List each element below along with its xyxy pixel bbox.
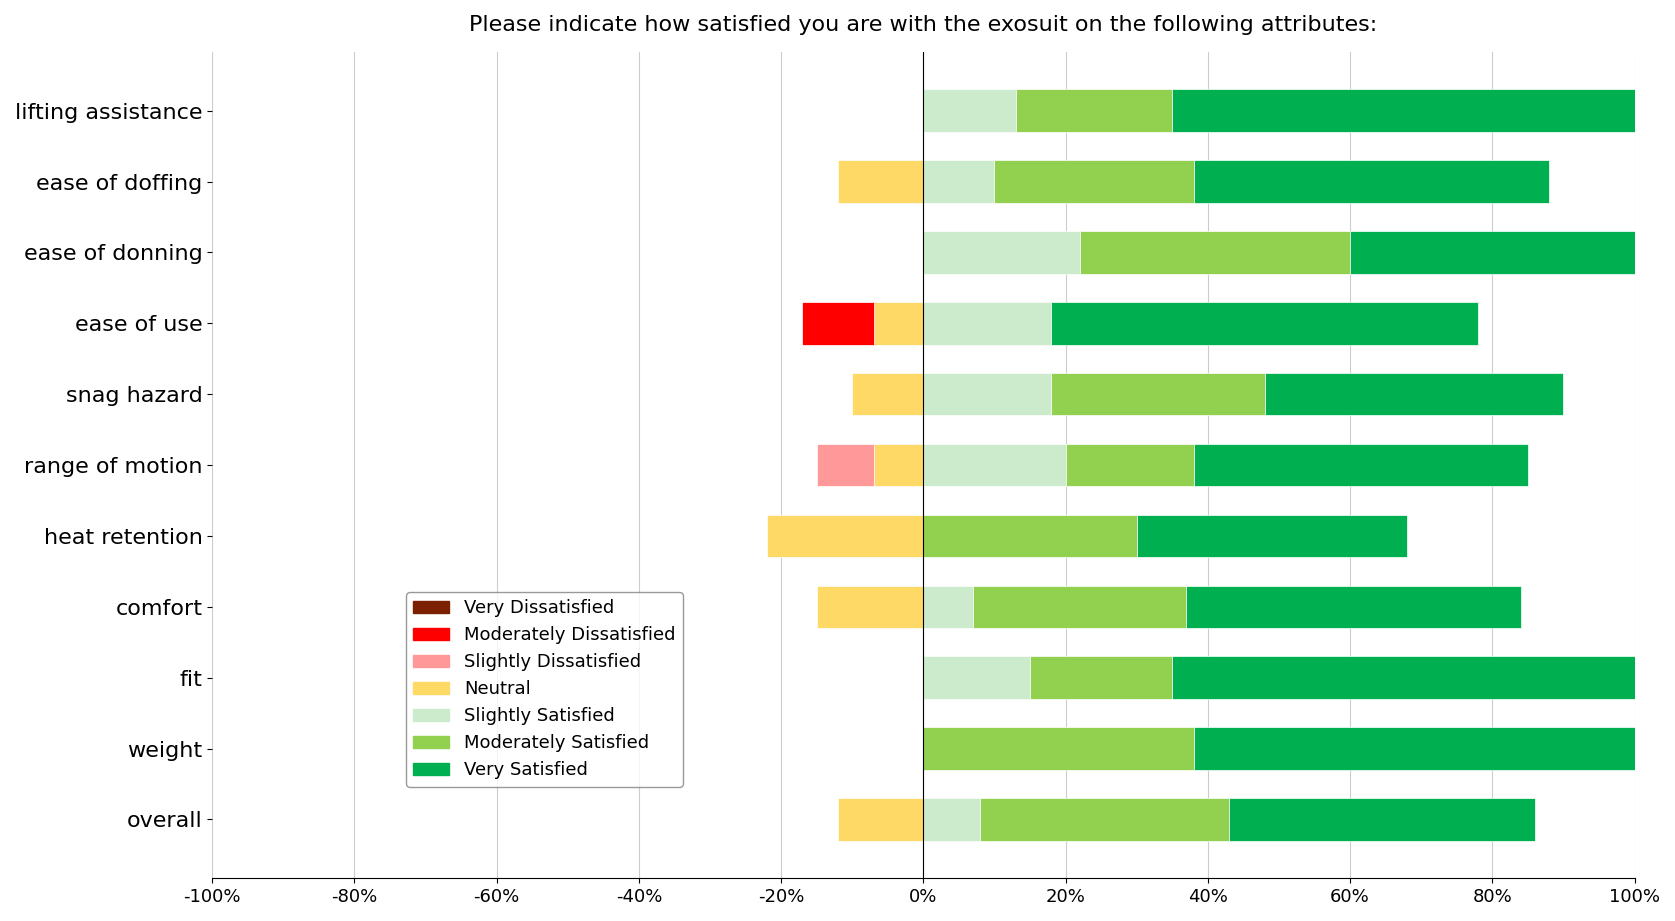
Bar [1065, 444, 1194, 486]
Bar [923, 444, 1065, 486]
Bar [817, 444, 874, 486]
Bar [973, 586, 1186, 628]
Bar [1030, 657, 1172, 699]
Bar [767, 515, 923, 557]
Bar [923, 160, 995, 203]
Bar [923, 799, 980, 841]
Bar [1015, 89, 1172, 132]
Title: Please indicate how satisfied you are with the exosuit on the following attribut: Please indicate how satisfied you are wi… [469, 15, 1377, 35]
Bar [1172, 657, 1635, 699]
Bar [1052, 302, 1477, 344]
Bar [802, 302, 874, 344]
Bar [923, 89, 1015, 132]
Bar [1194, 728, 1635, 770]
Bar [1194, 160, 1549, 203]
Bar [874, 444, 923, 486]
Bar [923, 231, 1080, 274]
Bar [874, 302, 923, 344]
Bar [1186, 586, 1521, 628]
Bar [923, 728, 1194, 770]
Bar [923, 657, 1030, 699]
Bar [923, 373, 1052, 415]
Bar [838, 799, 923, 841]
Bar [1194, 444, 1528, 486]
Bar [1052, 373, 1265, 415]
Bar [923, 302, 1052, 344]
Bar [1172, 89, 1635, 132]
Bar [1350, 231, 1635, 274]
Bar [1137, 515, 1407, 557]
Bar [923, 515, 1137, 557]
Bar [1080, 231, 1350, 274]
Bar [1229, 799, 1534, 841]
Bar [838, 160, 923, 203]
Bar [1265, 373, 1563, 415]
Legend: Very Dissatisfied, Moderately Dissatisfied, Slightly Dissatisfied, Neutral, Slig: Very Dissatisfied, Moderately Dissatisfi… [405, 592, 683, 787]
Bar [995, 160, 1194, 203]
Bar [980, 799, 1229, 841]
Bar [817, 586, 923, 628]
Bar [853, 373, 923, 415]
Bar [923, 586, 973, 628]
